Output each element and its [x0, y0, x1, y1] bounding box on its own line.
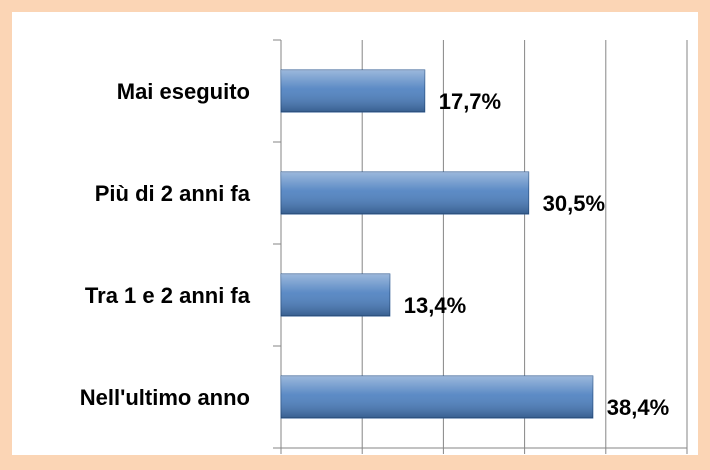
- data-label: 17,7%: [439, 89, 501, 114]
- y-tick-label: Più di 2 anni fa: [95, 181, 251, 206]
- bar-shine: [281, 172, 529, 214]
- data-label: 30,5%: [543, 191, 605, 216]
- y-tick-label: Tra 1 e 2 anni fa: [85, 283, 251, 308]
- data-label: 13,4%: [404, 293, 466, 318]
- y-tick-label: Nell'ultimo anno: [80, 385, 250, 410]
- bar-shine: [281, 70, 425, 112]
- bar-shine: [281, 376, 593, 418]
- bar-shine: [281, 274, 390, 316]
- y-tick-label: Mai eseguito: [117, 79, 250, 104]
- data-label: 38,4%: [607, 395, 669, 420]
